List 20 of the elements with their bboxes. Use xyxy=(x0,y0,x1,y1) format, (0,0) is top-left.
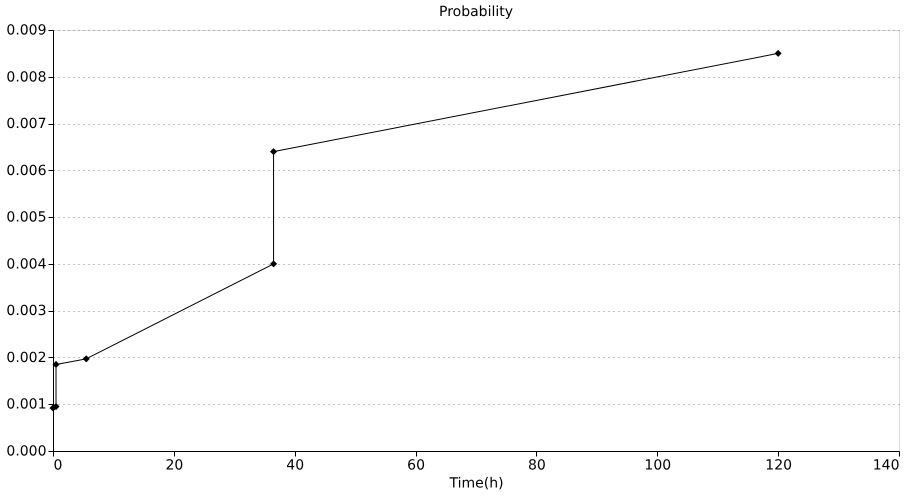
y-tick-label: 0.006 xyxy=(6,162,47,179)
x-tick-label: 60 xyxy=(407,458,425,474)
y-tick-label: 0.001 xyxy=(6,396,46,413)
x-tick-label: 20 xyxy=(165,458,184,474)
y-tick-label: 0.008 xyxy=(6,69,46,86)
y-tick-label: 0.004 xyxy=(6,256,47,272)
x-tick-label: 100 xyxy=(644,458,672,474)
y-tick-label: 0.005 xyxy=(6,210,46,226)
y-tick-label: 0.009 xyxy=(6,22,46,38)
chart-title: Probability xyxy=(438,4,514,20)
x-axis-title: Time(h) xyxy=(448,476,504,492)
x-tick-label: 80 xyxy=(528,458,546,474)
y-tick-label: 0.007 xyxy=(6,116,46,132)
x-tick-label: 120 xyxy=(765,458,792,474)
y-tick-label: 0.002 xyxy=(6,350,46,366)
y-tick-label: 0.003 xyxy=(6,303,46,320)
x-tick-label: 140 xyxy=(872,458,900,474)
y-tick-label: 0.000 xyxy=(6,444,46,460)
x-tick-label: 40 xyxy=(286,458,304,474)
x-tick-label: 0 xyxy=(54,458,62,474)
